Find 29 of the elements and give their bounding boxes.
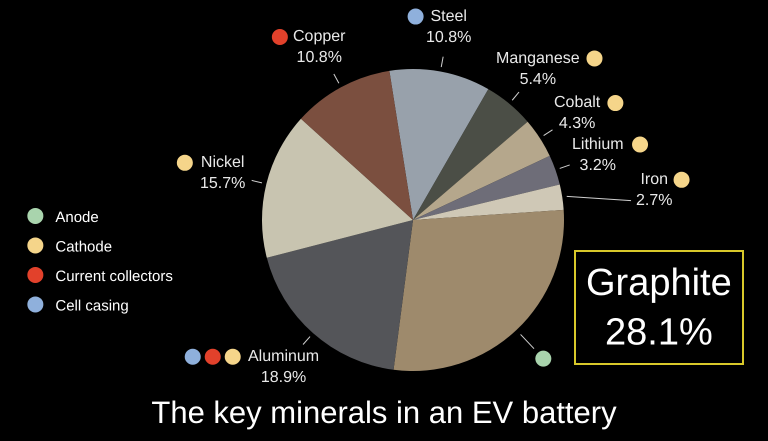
pie-slice [413, 89, 528, 220]
pie-slice [394, 210, 564, 371]
text: The key minerals in an EV battery [151, 394, 618, 430]
data-label: 18.9% [260, 368, 306, 386]
data-label: 10.8% [296, 48, 342, 66]
slice-label: Iron [640, 171, 668, 188]
category-label: Current collectors [55, 268, 173, 285]
slice-label: Lithium [572, 136, 624, 153]
pie-slice [389, 69, 488, 220]
data-label: 28.1% [605, 311, 713, 354]
slice-label: Copper [293, 28, 346, 45]
data-label: 2.7% [636, 192, 672, 209]
pie-slice [413, 122, 550, 220]
slice-label: Cobalt [554, 94, 601, 111]
data-label: 10.8% [426, 28, 472, 46]
data-label: 4.3% [558, 114, 596, 132]
category-label: Anode [55, 208, 99, 226]
slice-label: Aluminum [248, 348, 320, 365]
category-label: Cathode [55, 238, 112, 256]
data-label: 15.7% [200, 174, 246, 192]
slice-label: Manganese [496, 50, 580, 67]
data-label: 5.4% [520, 70, 556, 88]
slice-label: Graphite [586, 262, 732, 304]
category-label: Cell casing [55, 297, 129, 314]
pie-slice [413, 156, 560, 220]
slice-label: Steel [430, 8, 467, 25]
pie-slice [300, 70, 413, 220]
slice-label: Nickel [200, 154, 244, 171]
data-label: 3.2% [580, 156, 616, 174]
